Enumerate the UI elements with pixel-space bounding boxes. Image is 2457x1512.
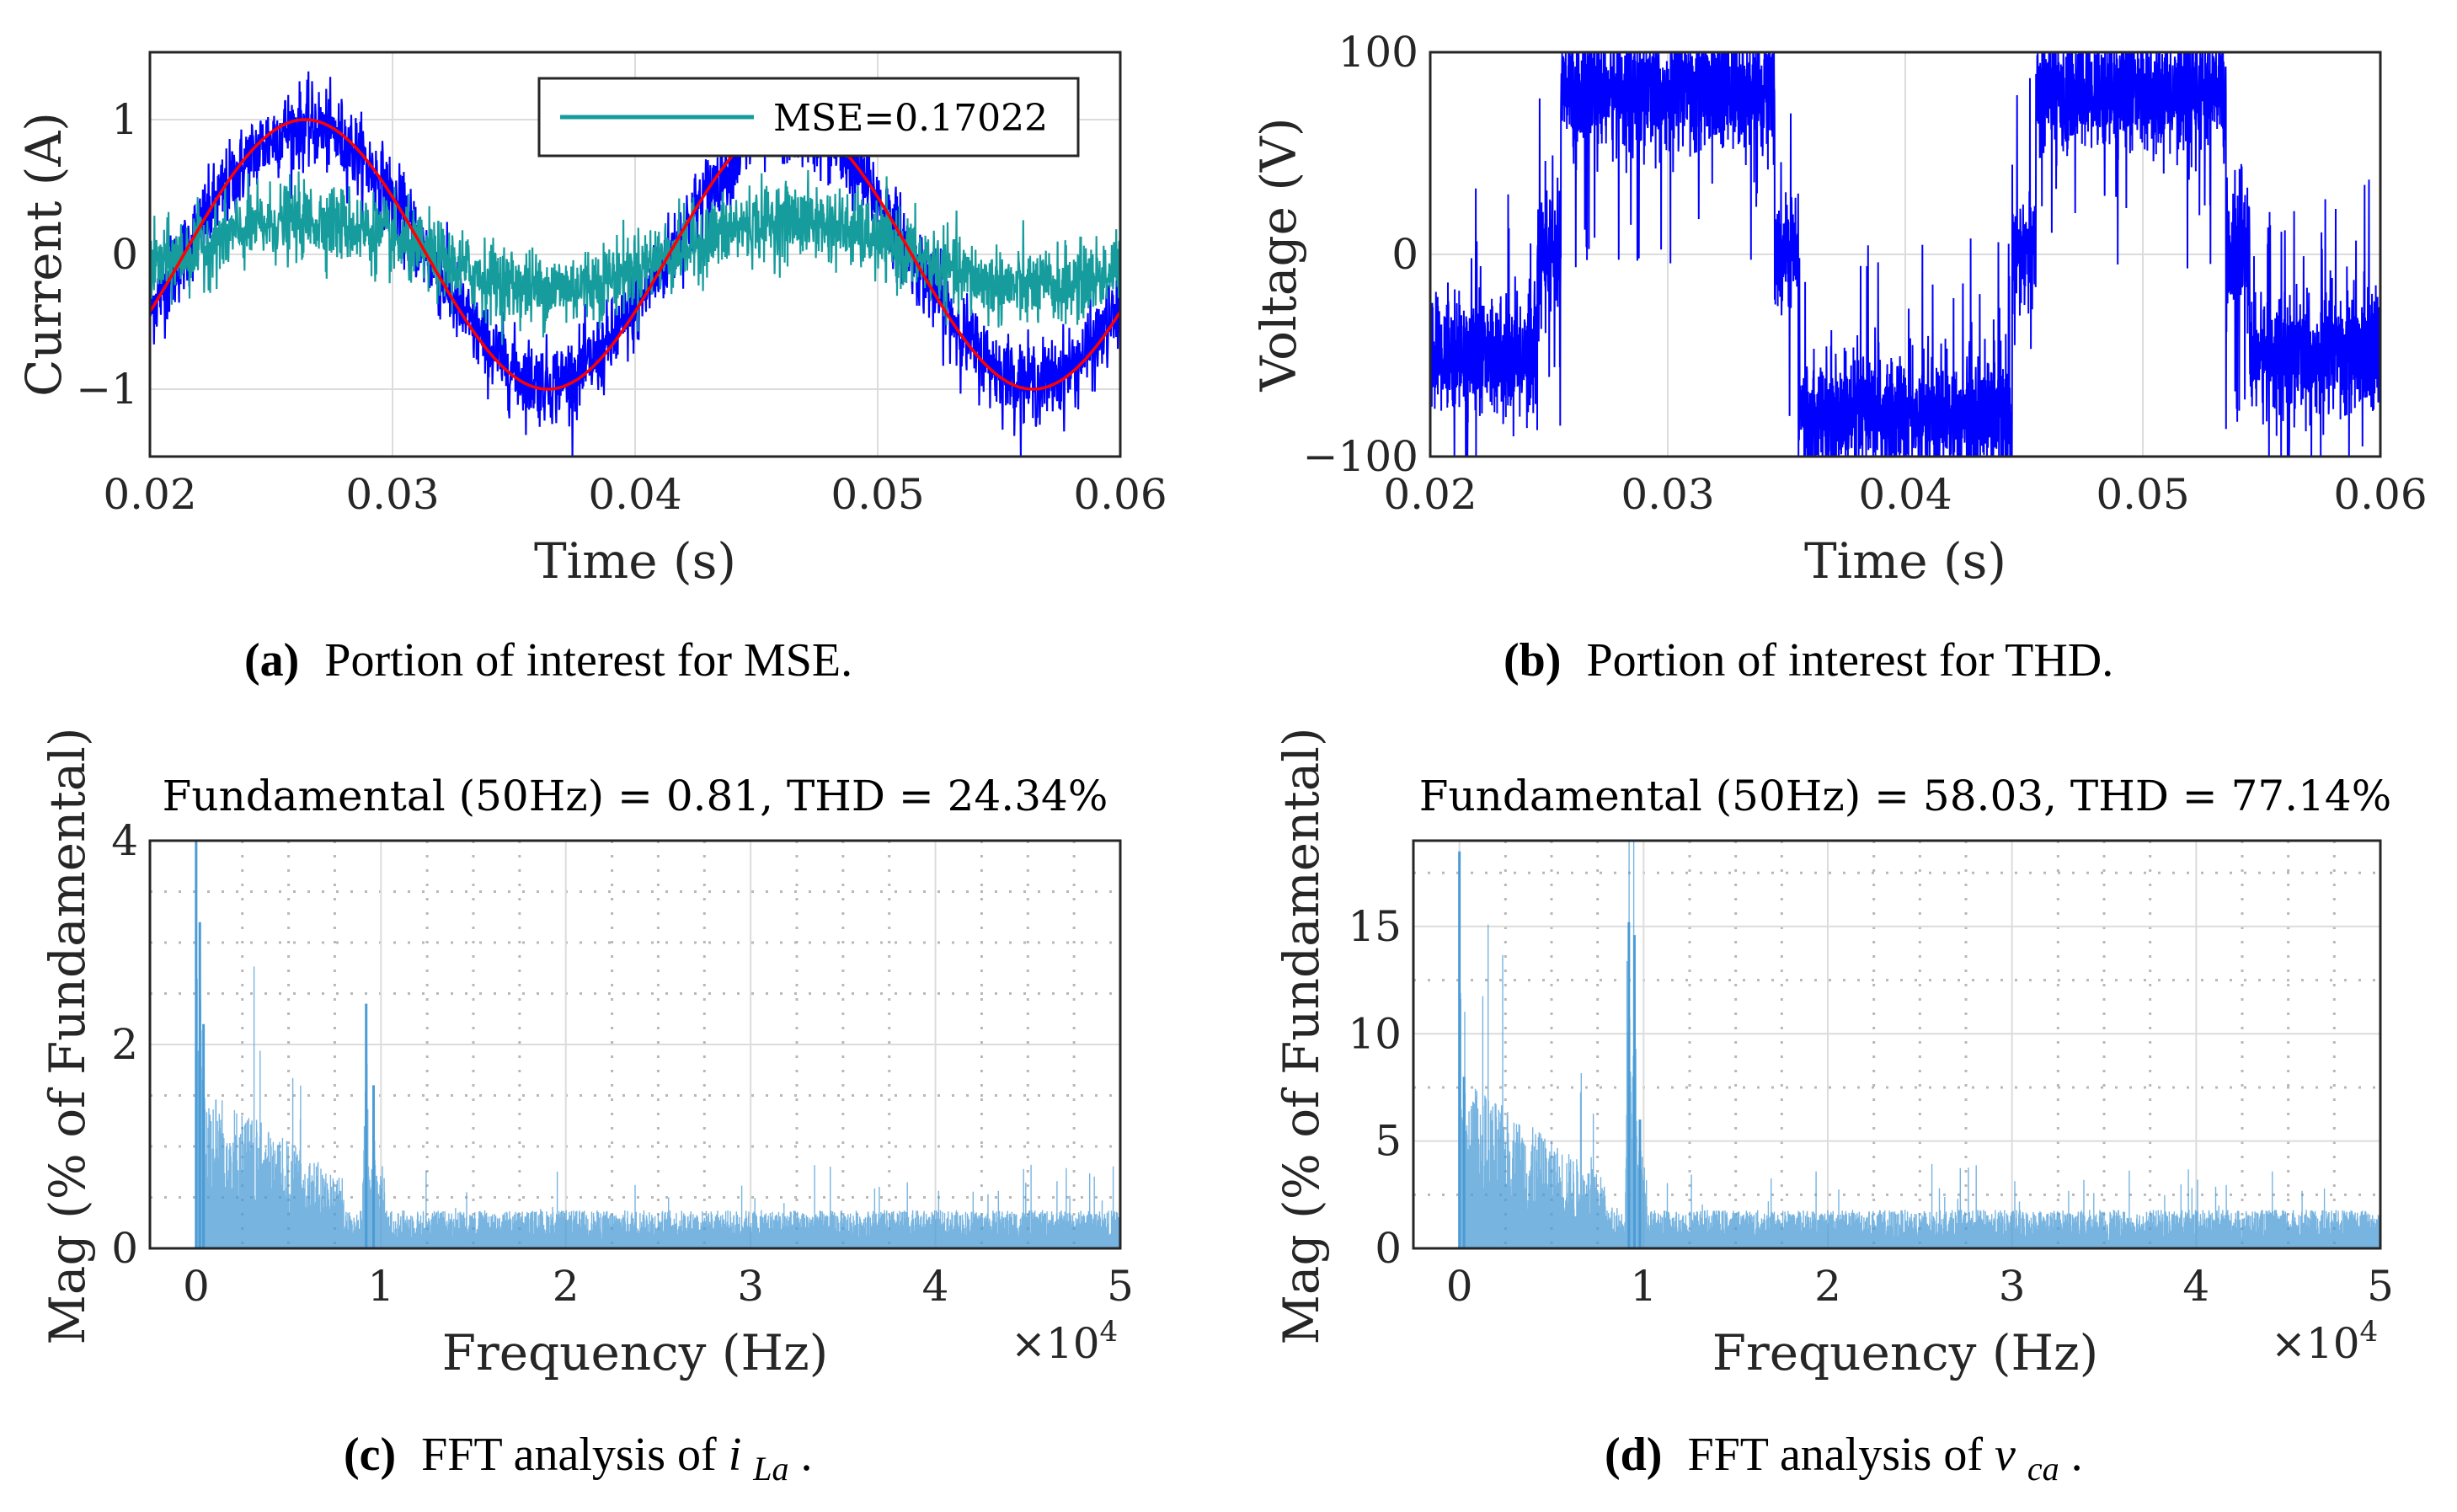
panel-c-y-ticks: 0 2 4 (111, 816, 138, 1273)
panel-b: 0.02 0.03 0.04 0.05 0.06 −100 0 100 Time (s) V… (1250, 28, 2428, 590)
caption-c-sub: La (752, 1450, 788, 1488)
caption-d-label: (d) (1605, 1429, 1662, 1481)
x-tick-label: 5 (2367, 1262, 2394, 1311)
caption-d: (d) FFT analysis of v ca . (1605, 1429, 2083, 1491)
panel-b-y-ticks: −100 0 100 (1303, 28, 1418, 481)
x-tick-label: 3 (1999, 1262, 2026, 1311)
panel-d-y-ticks: 0 5 10 15 (1348, 902, 1402, 1273)
panel-c-x-multiplier-exp: 4 (1100, 1315, 1119, 1349)
panel-b-x-ticks: 0.02 0.03 0.04 0.05 0.06 (1383, 470, 2427, 519)
x-tick-label: 0.03 (345, 470, 439, 519)
caption-a-text: Portion of interest for MSE. (324, 634, 852, 687)
caption-c-var: i (729, 1429, 742, 1481)
panel-d-x-axis-label: Frequency (Hz) (1712, 1324, 2099, 1381)
x-tick-label: 2 (1814, 1262, 1841, 1311)
series-line-voltage (1430, 52, 2380, 457)
panel-a: 0.02 0.03 0.04 0.05 0.06 −1 0 1 Time (s) Curre… (15, 51, 1167, 590)
caption-d-sub: ca (2027, 1450, 2059, 1488)
panel-d-x-ticks: 0 1 2 3 4 5 (1446, 1262, 2394, 1311)
x-tick-label: 0.06 (2333, 470, 2427, 519)
x-tick-label: 2 (553, 1262, 580, 1311)
panel-d-x-multiplier: ×104 (2271, 1315, 2378, 1368)
panel-c-x-multiplier-base: ×10 (1011, 1319, 1100, 1368)
panel-a-axes-frame (148, 51, 1122, 458)
y-tick-label: 10 (1348, 1009, 1402, 1058)
panel-a-x-axis-label: Time (s) (534, 532, 736, 590)
legend-entry-mse: MSE=0.17022 (773, 97, 1048, 140)
caption-c: (c) FFT analysis of i La . (344, 1429, 813, 1491)
panel-d-axes-frame (1412, 839, 2382, 1250)
x-tick-label: 0 (1446, 1262, 1473, 1311)
panel-c-plot-area (195, 841, 1121, 1248)
x-tick-label: 5 (1107, 1262, 1134, 1311)
x-tick-label: 0.05 (831, 470, 924, 519)
panel-a-x-ticks: 0.02 0.03 0.04 0.05 0.06 (103, 470, 1167, 519)
panel-c-y-axis-label: Mag (% of Fundamental) (39, 728, 96, 1345)
series-line-mse (150, 169, 1120, 345)
x-tick-label: 1 (1630, 1262, 1657, 1311)
x-tick-label: 4 (2182, 1262, 2209, 1311)
caption-d-end: . (2071, 1429, 2083, 1481)
panel-c-title: Fundamental (50Hz) = 0.81, THD = 24.34% (163, 772, 1108, 820)
panel-c-x-axis-label: Frequency (Hz) (442, 1324, 829, 1381)
y-tick-label: −100 (1303, 432, 1418, 481)
panel-c: Fundamental (50Hz) = 0.81, THD = 24.34% … (39, 728, 1134, 1381)
caption-b: (b) Portion of interest for THD. (1504, 634, 2113, 687)
x-tick-label: 0.04 (1858, 470, 1952, 519)
y-tick-label: 1 (111, 95, 138, 144)
caption-a-label: (a) (244, 634, 299, 687)
y-tick-label: 0 (1391, 230, 1418, 279)
x-tick-label: 4 (922, 1262, 949, 1311)
y-tick-label: 0 (111, 230, 138, 279)
panel-d-title: Fundamental (50Hz) = 58.03, THD = 77.14% (1419, 772, 2391, 820)
caption-b-label: (b) (1504, 634, 1561, 687)
panel-a-plot-area (150, 71, 1120, 457)
panel-c-x-multiplier: ×104 (1011, 1315, 1118, 1368)
x-tick-label: 0.05 (2096, 470, 2189, 519)
x-tick-label: 1 (367, 1262, 394, 1311)
caption-c-label: (c) (344, 1429, 396, 1481)
caption-a: (a) Portion of interest for MSE. (244, 634, 852, 687)
x-tick-label: 3 (737, 1262, 764, 1311)
spectrum-bars (1459, 841, 2381, 1248)
y-tick-label: 0 (111, 1224, 138, 1273)
panel-d-y-axis-label: Mag (% of Fundamental) (1273, 728, 1330, 1345)
panel-d-x-multiplier-base: ×10 (2271, 1319, 2360, 1368)
x-tick-label: 0 (183, 1262, 210, 1311)
caption-d-var: v (1995, 1429, 2016, 1481)
y-tick-label: 5 (1375, 1117, 1402, 1166)
series-line-reference (150, 118, 1120, 391)
panel-b-axes-frame (1429, 51, 2382, 458)
caption-d-text: FFT analysis of (1687, 1429, 1995, 1481)
caption-b-text: Portion of interest for THD. (1586, 634, 2113, 687)
caption-c-end: . (801, 1429, 813, 1481)
panel-b-x-axis-label: Time (s) (1804, 532, 2006, 590)
x-tick-label: 0.06 (1073, 470, 1167, 519)
y-tick-label: 4 (111, 816, 138, 865)
y-tick-label: 100 (1338, 28, 1418, 77)
panel-a-y-ticks: −1 0 1 (76, 95, 138, 414)
panel-d-plot-area (1458, 841, 2381, 1248)
x-tick-label: 0.04 (588, 470, 681, 519)
panel-b-plot-area (1430, 52, 2380, 457)
y-tick-label: 15 (1348, 902, 1402, 951)
panel-b-y-axis-label: Voltage (V) (1250, 118, 1307, 393)
panel-d-x-multiplier-exp: 4 (2360, 1315, 2379, 1349)
panel-a-y-axis-label: Current (A) (15, 112, 72, 397)
x-tick-label: 0.02 (103, 470, 196, 519)
y-tick-label: 2 (111, 1020, 138, 1069)
panel-c-x-ticks: 0 1 2 3 4 5 (183, 1262, 1134, 1311)
panel-d: Fundamental (50Hz) = 58.03, THD = 77.14%… (1273, 728, 2394, 1381)
x-tick-label: 0.03 (1621, 470, 1714, 519)
x-tick-label: 0.02 (1383, 470, 1477, 519)
caption-c-text: FFT analysis of (421, 1429, 729, 1481)
panel-a-legend: MSE=0.17022 (537, 77, 1080, 158)
y-tick-label: 0 (1375, 1224, 1402, 1273)
panel-c-axes-frame (148, 839, 1122, 1250)
y-tick-label: −1 (76, 365, 138, 414)
